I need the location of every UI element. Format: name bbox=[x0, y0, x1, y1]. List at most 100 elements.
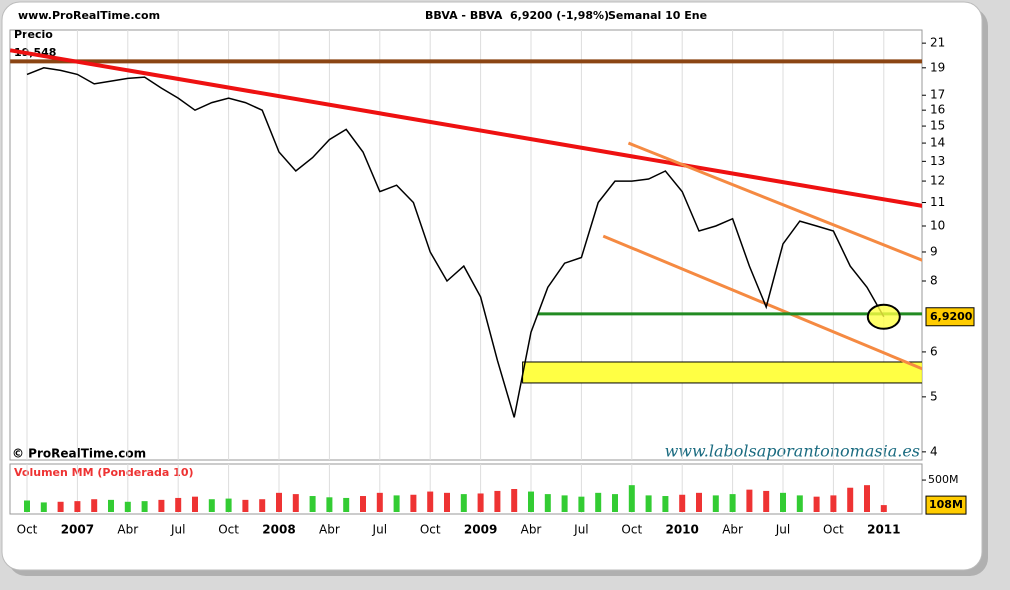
volume-bar bbox=[628, 485, 635, 512]
price-label: Precio bbox=[14, 28, 53, 41]
volume-bar bbox=[763, 490, 770, 512]
volume-bar bbox=[544, 494, 551, 512]
volume-bar bbox=[427, 491, 434, 512]
trend-line bbox=[627, 141, 922, 262]
period: Semanal 10 Ene bbox=[608, 9, 707, 22]
volume-bar bbox=[242, 499, 249, 512]
volume-bar bbox=[796, 495, 803, 512]
volume-bar bbox=[595, 492, 602, 512]
x-tick-label: 2011 bbox=[867, 523, 900, 537]
support-zone bbox=[522, 361, 922, 384]
volume-bar bbox=[780, 492, 786, 512]
volume-bar bbox=[158, 499, 165, 512]
x-tick-label: Oct bbox=[621, 523, 642, 537]
volume-title: Volumen MM (Ponderada 10) bbox=[14, 466, 194, 479]
x-tick-label: 2009 bbox=[464, 523, 497, 537]
y-tick-label: 19 bbox=[930, 60, 945, 74]
volume-bar bbox=[74, 501, 81, 512]
volume-bar bbox=[864, 485, 870, 512]
volume-bar bbox=[662, 496, 669, 512]
volume-bar bbox=[57, 501, 64, 512]
x-tick-label: Abr bbox=[521, 523, 542, 537]
x-tick-label: Abr bbox=[319, 523, 340, 537]
y-tick-label: 17 bbox=[930, 88, 945, 102]
volume-bar bbox=[276, 492, 282, 512]
y-tick-label: 13 bbox=[930, 154, 945, 168]
volume-bar bbox=[561, 495, 568, 512]
chart-title: BBVA - BBVA bbox=[425, 9, 503, 22]
volume-bar bbox=[141, 501, 148, 512]
volume-tag-box bbox=[925, 495, 967, 515]
y-tick-label: 9 bbox=[930, 244, 938, 258]
volume-bar bbox=[729, 494, 736, 512]
volume-bar bbox=[477, 493, 484, 512]
volume-bar bbox=[208, 499, 215, 512]
x-tick-label: Jul bbox=[372, 523, 387, 537]
x-tick-label: 2007 bbox=[61, 523, 94, 537]
volume-bar bbox=[830, 495, 837, 512]
x-tick-label: Oct bbox=[17, 523, 38, 537]
x-tick-label: Oct bbox=[218, 523, 239, 537]
price-line bbox=[26, 67, 885, 418]
volume-bar bbox=[225, 498, 232, 512]
volume-bar bbox=[376, 492, 383, 512]
volume-bar bbox=[292, 494, 299, 512]
x-tick-label: Jul bbox=[573, 523, 588, 537]
price-tag: 6,9200 bbox=[930, 310, 973, 323]
volume-bar bbox=[343, 497, 350, 512]
volume-bar bbox=[494, 490, 501, 512]
x-tick-label: Abr bbox=[117, 523, 138, 537]
volume-bar bbox=[528, 491, 534, 512]
volume-bar bbox=[259, 499, 266, 512]
y-tick-label: 4 bbox=[930, 444, 938, 458]
highlight-circle bbox=[866, 303, 901, 330]
x-tick-label: Jul bbox=[775, 523, 790, 537]
y-tick-label: 16 bbox=[930, 103, 945, 117]
y-tick-label: 12 bbox=[930, 174, 945, 188]
x-tick-label: Oct bbox=[823, 523, 844, 537]
volume-bar bbox=[679, 494, 686, 512]
volume-bar bbox=[124, 501, 131, 512]
volume-bar bbox=[360, 496, 366, 512]
y-tick-label: 11 bbox=[930, 195, 945, 209]
site: www.ProRealTime.com bbox=[18, 9, 160, 22]
volume-bar bbox=[393, 495, 400, 512]
volume-tick-label: 500M bbox=[928, 473, 959, 486]
copyright: © ProRealTime.com bbox=[12, 447, 146, 461]
y-tick-label: 21 bbox=[930, 36, 945, 50]
volume-bar bbox=[91, 499, 98, 512]
x-tick-label: 2010 bbox=[665, 523, 698, 537]
volume-bar bbox=[813, 496, 820, 512]
x-tick-label: Abr bbox=[722, 523, 743, 537]
volume-bar bbox=[696, 492, 702, 512]
y-tick-label: 15 bbox=[930, 119, 945, 133]
volume-bar bbox=[847, 487, 854, 512]
volume-bar bbox=[309, 496, 316, 512]
volume-bar bbox=[24, 500, 30, 512]
volume-bar bbox=[410, 494, 417, 512]
volume-bar bbox=[108, 499, 114, 512]
last-quote: 6,9200 (-1,98%) bbox=[510, 9, 609, 22]
price-tag-box bbox=[925, 307, 975, 327]
volume-bar bbox=[578, 496, 585, 512]
x-tick-label: Jul bbox=[170, 523, 185, 537]
x-tick-label: Oct bbox=[420, 523, 441, 537]
y-tick-label: 6 bbox=[930, 344, 938, 358]
volume-bar bbox=[460, 494, 467, 512]
y-tick-label: 10 bbox=[930, 219, 945, 233]
volume-bar bbox=[326, 497, 333, 512]
volume-tag: 108M bbox=[929, 498, 963, 511]
y-tick-label: 5 bbox=[930, 389, 938, 403]
volume-bar bbox=[712, 495, 719, 512]
volume-bar bbox=[511, 489, 518, 512]
y-tick-label: 8 bbox=[930, 274, 938, 288]
trend-line bbox=[602, 234, 922, 371]
price-plot bbox=[9, 29, 923, 461]
volume-bar bbox=[612, 494, 618, 512]
volume-bar bbox=[746, 489, 753, 512]
x-tick-label: 2008 bbox=[262, 523, 295, 537]
volume-bar bbox=[40, 502, 47, 512]
volume-bar bbox=[645, 495, 652, 512]
